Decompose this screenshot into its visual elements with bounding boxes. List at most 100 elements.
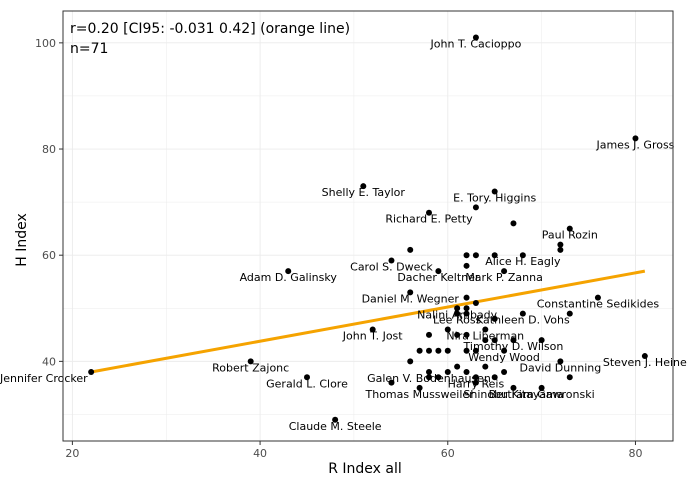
point-label: Carol S. Dweck bbox=[350, 261, 433, 274]
data-point bbox=[538, 384, 545, 391]
point-label: Daniel M. Wegner bbox=[362, 292, 460, 305]
data-point bbox=[557, 246, 564, 253]
data-point bbox=[463, 368, 470, 375]
data-point bbox=[472, 299, 479, 306]
point-label: John T. Jost bbox=[342, 330, 404, 343]
point-labels: Jennifer Crocker Robert Zajonc Adam D. Gal… bbox=[0, 38, 687, 433]
data-point bbox=[566, 374, 573, 381]
data-point bbox=[491, 337, 498, 344]
data-point bbox=[416, 347, 423, 354]
data-point bbox=[510, 337, 517, 344]
data-point bbox=[472, 34, 479, 41]
x-axis-title: R Index all bbox=[328, 461, 402, 477]
point-label: Wendy Wood bbox=[468, 351, 540, 364]
data-point bbox=[463, 310, 470, 317]
point-label: Harry Reis bbox=[448, 377, 505, 390]
point-label: Gerald L. Clore bbox=[266, 377, 348, 390]
point-label: Thomas Mussweiler bbox=[365, 388, 475, 401]
trend-line bbox=[90, 269, 646, 374]
point-label: Nira Liberman bbox=[446, 330, 524, 343]
x-tick-label: 60 bbox=[441, 447, 455, 460]
data-point bbox=[501, 368, 508, 375]
data-point bbox=[594, 294, 601, 301]
data-point bbox=[388, 257, 395, 264]
data-point bbox=[426, 209, 432, 216]
data-point bbox=[444, 347, 451, 354]
data-point bbox=[501, 347, 508, 354]
data-point bbox=[426, 374, 432, 381]
point-label: David Dunning bbox=[520, 361, 602, 374]
data-point bbox=[472, 347, 479, 354]
data-point bbox=[435, 347, 442, 354]
data-point bbox=[388, 379, 395, 386]
data-point bbox=[482, 326, 489, 333]
point-label: Lee Ross bbox=[433, 314, 482, 327]
y-tick-label: 100 bbox=[35, 37, 56, 50]
data-point bbox=[407, 246, 414, 253]
data-point bbox=[491, 252, 498, 259]
point-label: Steven J. Heine bbox=[603, 356, 687, 369]
data-point bbox=[491, 188, 498, 195]
data-point bbox=[510, 220, 517, 227]
point-label: Shelly E. Taylor bbox=[322, 186, 406, 199]
data-point bbox=[519, 310, 526, 317]
data-point bbox=[444, 326, 451, 333]
axis-ticks bbox=[59, 42, 636, 445]
point-label: Alice H. Eagly bbox=[485, 255, 561, 268]
data-point bbox=[360, 183, 367, 190]
data-point bbox=[416, 384, 423, 391]
data-point bbox=[463, 262, 470, 269]
data-point bbox=[454, 305, 461, 312]
data-point bbox=[632, 135, 639, 142]
data-point bbox=[538, 337, 545, 344]
data-point bbox=[491, 315, 498, 322]
point-label: Richard E. Petty bbox=[385, 213, 473, 226]
data-point bbox=[426, 368, 432, 375]
point-label: Constantine Sedikides bbox=[537, 298, 660, 311]
data-point bbox=[472, 379, 479, 386]
data-point bbox=[519, 252, 526, 259]
data-point bbox=[332, 416, 339, 423]
data-point bbox=[435, 268, 442, 275]
data-point bbox=[510, 384, 517, 391]
x-tick-label: 40 bbox=[253, 447, 267, 460]
point-label: Nalini Ambady bbox=[417, 308, 498, 321]
data-point bbox=[501, 268, 508, 275]
data-point bbox=[407, 289, 414, 296]
data-point bbox=[426, 347, 432, 354]
data-point bbox=[407, 358, 414, 365]
point-label: Dacher Keltner bbox=[397, 271, 480, 284]
data-point bbox=[369, 326, 376, 333]
point-label: Jennifer Crocker bbox=[0, 372, 88, 385]
axis-tick-labels: 20 40 60 80 40 60 80 100 bbox=[35, 37, 642, 460]
y-tick-label: 40 bbox=[42, 355, 56, 368]
point-label: Robert Zajonc bbox=[212, 361, 289, 374]
point-label: Mark P. Zanna bbox=[465, 271, 543, 284]
data-point bbox=[463, 347, 470, 354]
minor-gridlines bbox=[63, 11, 673, 441]
y-axis-title: H Index bbox=[14, 213, 30, 267]
data-point bbox=[454, 310, 461, 317]
data-point bbox=[641, 353, 648, 360]
point-label: Timothy D. Wilson bbox=[463, 340, 564, 353]
y-tick-label: 80 bbox=[42, 143, 56, 156]
data-point bbox=[304, 374, 310, 381]
point-label: James J. Gross bbox=[595, 138, 674, 151]
data-point bbox=[463, 294, 470, 301]
point-label: Paul Rozin bbox=[542, 229, 598, 242]
data-point bbox=[463, 252, 470, 259]
y-tick-label: 60 bbox=[42, 249, 56, 262]
point-label: Shinobu Kitayama bbox=[463, 388, 563, 401]
data-point bbox=[566, 310, 573, 317]
data-point bbox=[435, 374, 442, 381]
data-point bbox=[454, 331, 461, 338]
data-point bbox=[557, 241, 564, 248]
panel-border bbox=[62, 10, 674, 442]
data-point bbox=[472, 374, 479, 381]
data-point bbox=[566, 225, 573, 232]
point-label: Kathleen D. Vohs bbox=[476, 314, 570, 327]
data-point bbox=[472, 252, 479, 259]
x-tick-label: 20 bbox=[65, 447, 79, 460]
point-label: John T. Cacioppo bbox=[430, 38, 522, 51]
